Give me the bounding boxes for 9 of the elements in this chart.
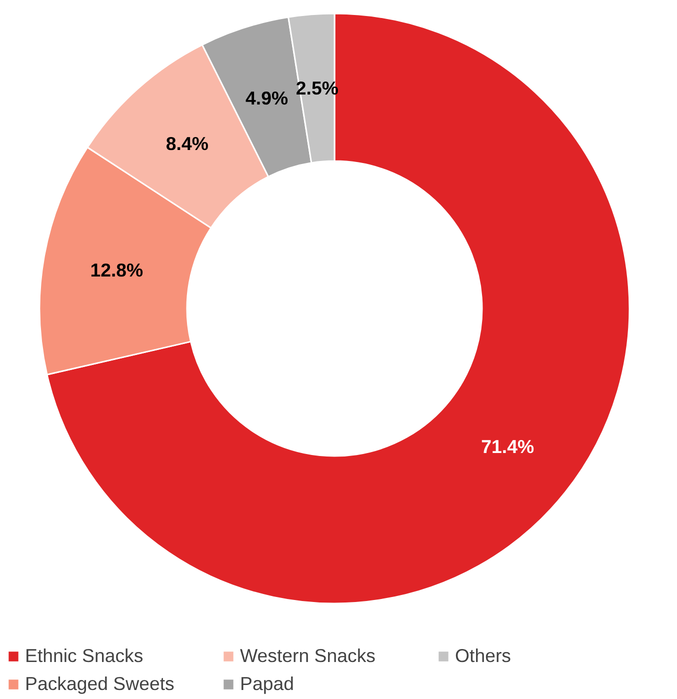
legend-label: Others [455, 645, 512, 667]
legend-label: Western Snacks [240, 645, 376, 667]
data-label: 8.4% [166, 132, 209, 154]
data-label: 4.9% [246, 87, 288, 108]
legend-label: Papad [240, 673, 295, 695]
data-label: 12.8% [90, 259, 144, 280]
legend-label: Packaged Sweets [25, 673, 176, 695]
data-label: 71.4% [481, 436, 534, 457]
legend-label: Ethnic Snacks [25, 645, 144, 667]
